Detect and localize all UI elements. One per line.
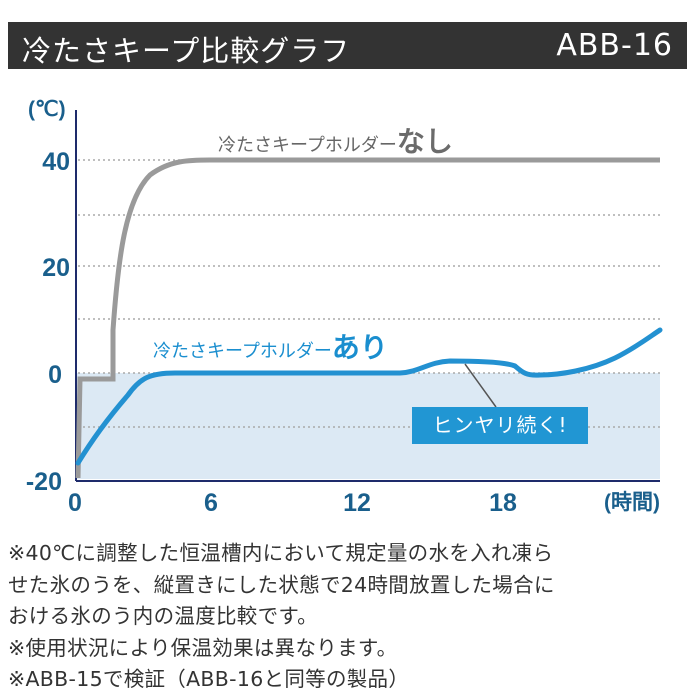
y-tick-0: 0 — [48, 361, 62, 389]
footnote-line: ※使用状況により保温効果は異なります。 — [8, 635, 398, 660]
series-without-holder — [75, 157, 660, 479]
footnotes: ※40℃に調整した恒温槽内において規定量の水を入れ凍ら せた氷のうを、縦置きにし… — [8, 538, 698, 696]
y-tick-neg20: -20 — [26, 468, 62, 496]
x-axis-unit: (時間) — [604, 490, 660, 514]
model-number: ABB-16 — [556, 28, 673, 63]
callout-badge: ヒンヤリ続く! — [412, 407, 588, 444]
x-tick-18: 18 — [489, 489, 517, 517]
callout-leader — [464, 363, 497, 408]
label-with-holder-prefix: 冷たさキープホルダー — [153, 341, 332, 362]
series-with-holder — [75, 327, 663, 466]
footnote-line: ※40℃に調整した恒温槽内において規定量の水を入れ凍ら — [8, 541, 554, 565]
y-tick-40: 40 — [42, 148, 70, 176]
label-with-holder-suffix: あり — [331, 331, 388, 364]
footnote-line: ※ABB-15で検証（ABB-16と同等の製品） — [8, 667, 410, 691]
chart-title: 冷たさキープ比較グラフ — [22, 34, 351, 68]
label-without-holder: 冷たさキープホルダーなし — [218, 120, 453, 160]
x-tick-12: 12 — [343, 489, 371, 517]
x-tick-0: 0 — [68, 489, 82, 517]
label-without-holder-suffix: なし — [396, 125, 453, 158]
y-tick-20: 20 — [42, 254, 70, 282]
label-without-holder-prefix: 冷たさキープホルダー — [218, 135, 397, 156]
x-tick-6: 6 — [204, 489, 218, 517]
footnote-line: おける氷のう内の温度比較です。 — [8, 604, 318, 628]
chart-header: 冷たさキープ比較グラフ ABB-16 — [8, 22, 687, 69]
footnote-line: せた氷のうを、縦置きにした状態で24時間放置した場合に — [8, 572, 555, 597]
y-axis-unit: (℃) — [28, 98, 66, 121]
label-with-holder: 冷たさキープホルダーあり — [153, 326, 388, 366]
